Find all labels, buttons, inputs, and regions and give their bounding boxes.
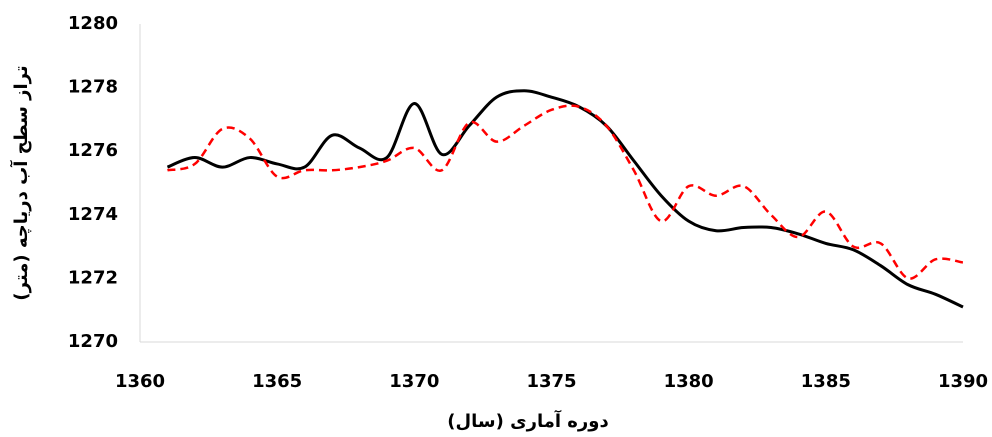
series-line (167, 104, 964, 280)
y-axis-title: تراز سطح آب دریاچه (متر) (9, 65, 32, 300)
x-tick-label: 1370 (389, 371, 439, 392)
x-axis-title: دوره آماری (سال) (447, 409, 608, 432)
y-tick-label: 1274 (68, 204, 118, 225)
y-tick-label: 1278 (68, 77, 118, 98)
y-tick-label: 1272 (68, 267, 118, 288)
x-tick-label: 1365 (252, 371, 302, 392)
x-tick-label: 1360 (115, 371, 165, 392)
x-tick-label: 1385 (801, 371, 851, 392)
y-tick-label: 1276 (68, 140, 118, 161)
x-tick-label: 1380 (664, 371, 714, 392)
x-tick-label: 1390 (938, 371, 988, 392)
series-line (166, 89, 964, 309)
y-tick-label: 1280 (68, 13, 118, 34)
y-tick-label: 1270 (68, 331, 118, 352)
x-tick-label: 1375 (526, 371, 576, 392)
